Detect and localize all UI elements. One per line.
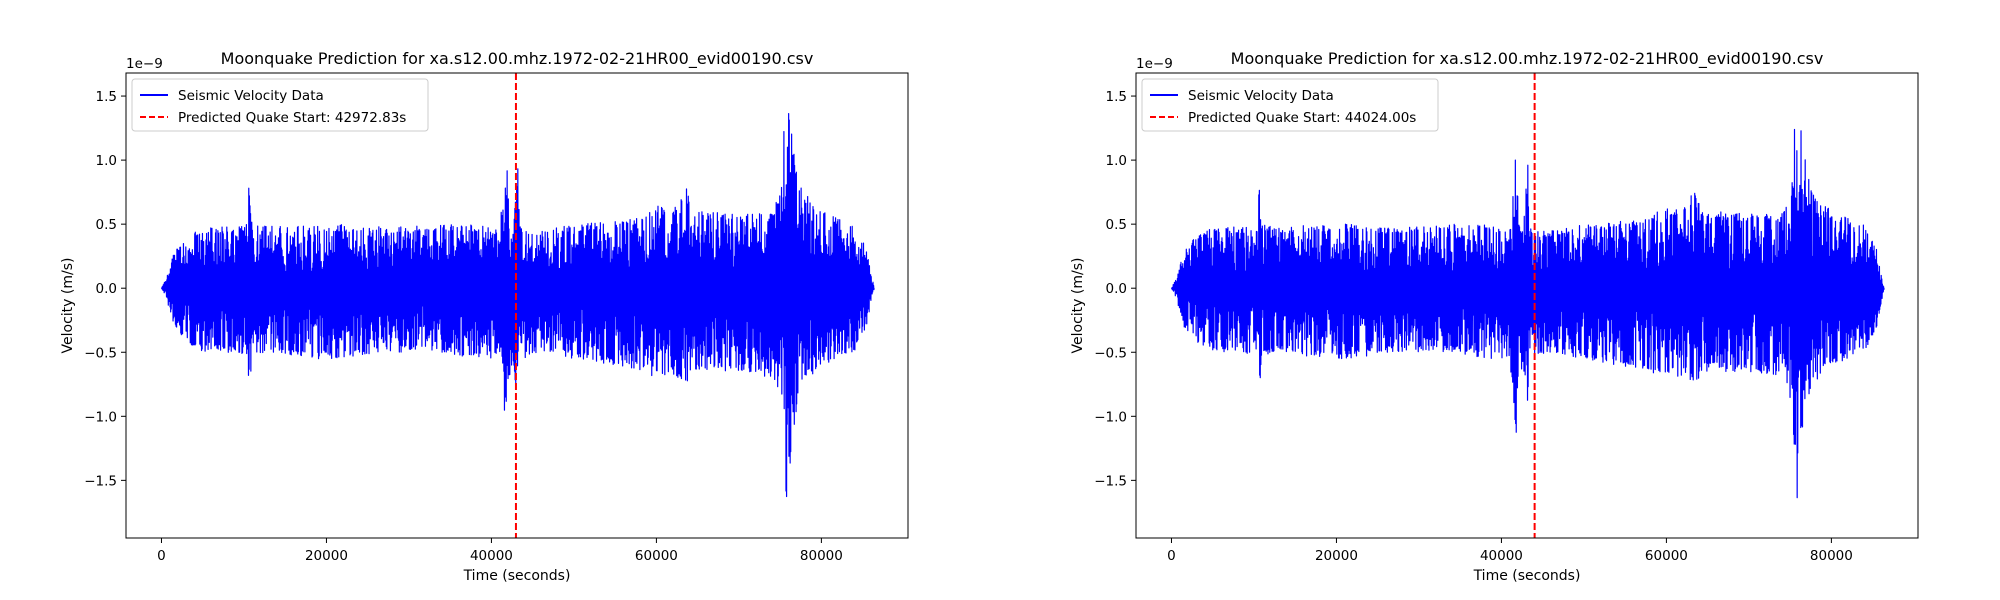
y-tick-label: 1.5 xyxy=(1106,89,1127,105)
y-tick-label: −1.5 xyxy=(1094,473,1127,489)
chart-panel-left: Moonquake Prediction for xa.s12.00.mhz.1… xyxy=(60,49,909,584)
legend-box xyxy=(1141,78,1439,132)
y-tick-label: 0.0 xyxy=(96,281,117,297)
x-tick-label: 60000 xyxy=(635,548,678,564)
seismic-velocity-waveform xyxy=(1170,128,1885,499)
y-tick-label: −0.5 xyxy=(1094,345,1127,361)
y-tick-label: 0.0 xyxy=(1106,281,1127,297)
legend-label-velocity: Seismic Velocity Data xyxy=(1188,88,1334,104)
y-tick-label: 0.5 xyxy=(1106,217,1127,233)
x-tick-label: 0 xyxy=(157,548,166,564)
legend-label-prediction: Predicted Quake Start: 44024.00s xyxy=(1188,110,1416,126)
seismic-velocity-waveform xyxy=(160,113,875,498)
y-tick-label: 1.0 xyxy=(1106,153,1127,169)
axes-frame xyxy=(125,72,909,539)
legend-label-velocity: Seismic Velocity Data xyxy=(178,88,324,104)
x-tick-label: 0 xyxy=(1167,548,1176,564)
chart-panel-right: Moonquake Prediction for xa.s12.00.mhz.1… xyxy=(1070,49,1919,584)
x-tick-label: 40000 xyxy=(470,548,513,564)
x-tick-label: 60000 xyxy=(1645,548,1688,564)
y-tick-label: 1.0 xyxy=(96,153,117,169)
x-axis-label: Time (seconds) xyxy=(1473,568,1581,584)
y-tick-label: −1.0 xyxy=(84,409,117,425)
x-tick-label: 20000 xyxy=(1315,548,1358,564)
y-tick-label: −1.0 xyxy=(1094,409,1127,425)
x-tick-label: 20000 xyxy=(305,548,348,564)
y-tick-label: 0.5 xyxy=(96,217,117,233)
x-tick-label: 40000 xyxy=(1480,548,1523,564)
y-axis-offset-label: 1e−9 xyxy=(1136,56,1173,72)
y-axis-label: Velocity (m/s) xyxy=(60,258,76,354)
x-tick-label: 80000 xyxy=(800,548,843,564)
legend-box xyxy=(131,78,429,132)
y-axis-offset-label: 1e−9 xyxy=(126,56,163,72)
chart-title: Moonquake Prediction for xa.s12.00.mhz.1… xyxy=(221,49,814,69)
axes-frame xyxy=(1135,72,1919,539)
legend-label-prediction: Predicted Quake Start: 42972.83s xyxy=(178,110,406,126)
y-axis-label: Velocity (m/s) xyxy=(1070,258,1086,354)
x-tick-label: 80000 xyxy=(1810,548,1853,564)
x-axis-label: Time (seconds) xyxy=(463,568,571,584)
y-tick-label: −1.5 xyxy=(84,473,117,489)
y-tick-label: 1.5 xyxy=(96,89,117,105)
chart-title: Moonquake Prediction for xa.s12.00.mhz.1… xyxy=(1231,49,1824,69)
y-tick-label: −0.5 xyxy=(84,345,117,361)
